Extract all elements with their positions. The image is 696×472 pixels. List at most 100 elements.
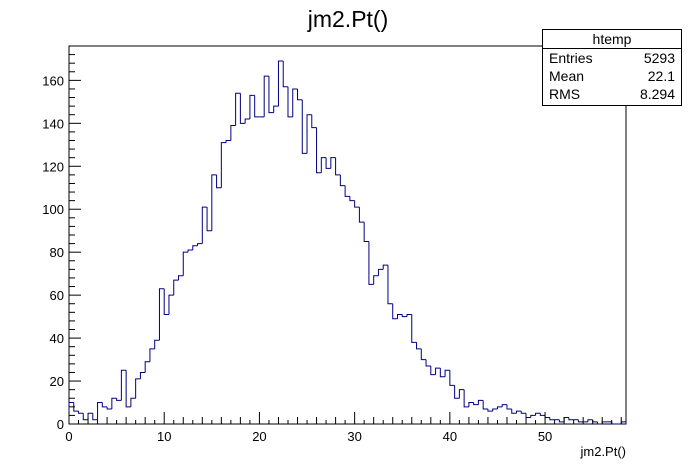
histogram-bin xyxy=(68,402,74,424)
stats-entries-label: Entries xyxy=(549,50,593,66)
stats-box: htemp Entries 5293 Mean 22.1 RMS 8.294 xyxy=(542,29,682,106)
histogram-bin xyxy=(92,413,98,421)
y-tick-label: 140 xyxy=(42,116,64,131)
histogram-bin xyxy=(268,76,274,114)
x-tick-label: 10 xyxy=(157,429,171,444)
histogram-bin xyxy=(501,404,507,407)
histogram-bin xyxy=(292,88,298,117)
histogram-bin xyxy=(192,245,198,251)
stats-row-mean: Mean 22.1 xyxy=(543,67,681,85)
histogram-bin xyxy=(82,413,89,421)
histogram-bin xyxy=(335,157,341,176)
stats-row-entries: Entries 5293 xyxy=(543,49,681,67)
histogram-bin xyxy=(106,406,112,410)
histogram-bin xyxy=(120,369,127,401)
histogram-bin xyxy=(568,417,574,421)
histogram-bin xyxy=(363,222,369,242)
stats-title: htemp xyxy=(543,30,681,49)
histogram-bin xyxy=(530,414,536,418)
stats-rms-value: 8.294 xyxy=(639,86,675,102)
histogram-bin xyxy=(473,402,479,406)
stats-row-rms: RMS 8.294 xyxy=(543,85,681,103)
histogram-bin xyxy=(297,88,303,101)
y-tick-label: 40 xyxy=(50,331,64,346)
histogram-bin xyxy=(149,348,155,362)
histogram-bin xyxy=(163,288,169,315)
histogram-bin xyxy=(425,359,431,367)
histogram-bin xyxy=(235,92,241,126)
histogram-bin xyxy=(282,61,288,88)
histogram-bin xyxy=(125,370,131,408)
y-tick-label: 20 xyxy=(50,374,64,389)
histogram-bin xyxy=(516,410,522,414)
histogram-bin xyxy=(558,419,565,423)
histogram-bin xyxy=(587,419,593,422)
histogram-bin xyxy=(539,413,546,416)
y-tick-label: 120 xyxy=(42,159,64,174)
histogram-bin xyxy=(87,412,93,420)
histogram-bin xyxy=(78,411,84,414)
histogram-bin xyxy=(520,411,527,414)
histogram-bin xyxy=(263,75,269,117)
histogram-bin xyxy=(287,86,293,118)
stats-rms-label: RMS xyxy=(549,86,581,102)
histogram-bin xyxy=(130,397,136,407)
y-tick-label: 80 xyxy=(50,245,64,260)
histogram-bin xyxy=(401,314,408,318)
page-title: jm2.Pt() xyxy=(307,6,389,32)
histogram-bin xyxy=(411,314,417,343)
histogram-bin xyxy=(406,313,412,317)
histogram-bin xyxy=(416,342,422,350)
histogram-bin xyxy=(373,275,379,285)
histogram-bin xyxy=(273,105,279,113)
histogram-bin xyxy=(458,389,465,399)
histogram-bin xyxy=(496,406,503,409)
histogram-bin xyxy=(306,114,312,154)
histogram-bin xyxy=(144,361,150,373)
histogram-bin xyxy=(187,249,193,253)
histogram-bin xyxy=(506,404,512,410)
histogram-bin xyxy=(197,243,203,246)
histogram-bin xyxy=(449,370,455,386)
stats-mean-value: 22.1 xyxy=(647,68,675,84)
histogram-bin xyxy=(611,421,617,425)
histogram-bin xyxy=(182,251,189,276)
stats-entries-value: 5293 xyxy=(643,50,675,66)
histogram-bin xyxy=(482,400,488,410)
histogram-bin xyxy=(97,402,103,420)
histogram-bin xyxy=(254,95,260,118)
histogram-bin xyxy=(325,157,331,169)
histogram-bin xyxy=(468,402,474,407)
histogram-bin xyxy=(330,157,336,169)
histogram-bin xyxy=(111,397,117,409)
histogram-bin xyxy=(244,118,250,124)
histogram-bin xyxy=(454,385,460,399)
histogram-bin xyxy=(277,60,284,107)
x-tick-label: 40 xyxy=(443,429,457,444)
histogram-bin xyxy=(477,399,484,405)
histogram-bin xyxy=(301,99,308,154)
y-tick-label: 60 xyxy=(50,288,64,303)
histogram-bin xyxy=(101,402,108,408)
histogram-bin xyxy=(592,419,598,423)
histogram-bin xyxy=(344,185,350,197)
histogram-bin xyxy=(225,140,231,143)
x-tick-label: 50 xyxy=(538,429,552,444)
histogram-bin xyxy=(382,264,388,270)
histogram-bin xyxy=(354,200,360,208)
histogram-bin xyxy=(220,142,227,188)
histogram-bin xyxy=(492,408,498,412)
histogram-bin xyxy=(73,402,79,412)
histogram-bin xyxy=(435,367,441,375)
histogram-bin xyxy=(249,94,255,120)
histogram-bin xyxy=(139,371,146,379)
histogram-bin xyxy=(349,196,355,202)
histogram-bin xyxy=(158,288,165,341)
histogram-bin xyxy=(377,268,384,276)
histogram-bin xyxy=(463,389,469,408)
histogram-bin xyxy=(535,412,541,416)
histogram-bin xyxy=(396,313,403,319)
histogram-bin xyxy=(135,378,141,399)
histogram-bin xyxy=(563,417,569,422)
histogram-bin xyxy=(439,368,446,378)
